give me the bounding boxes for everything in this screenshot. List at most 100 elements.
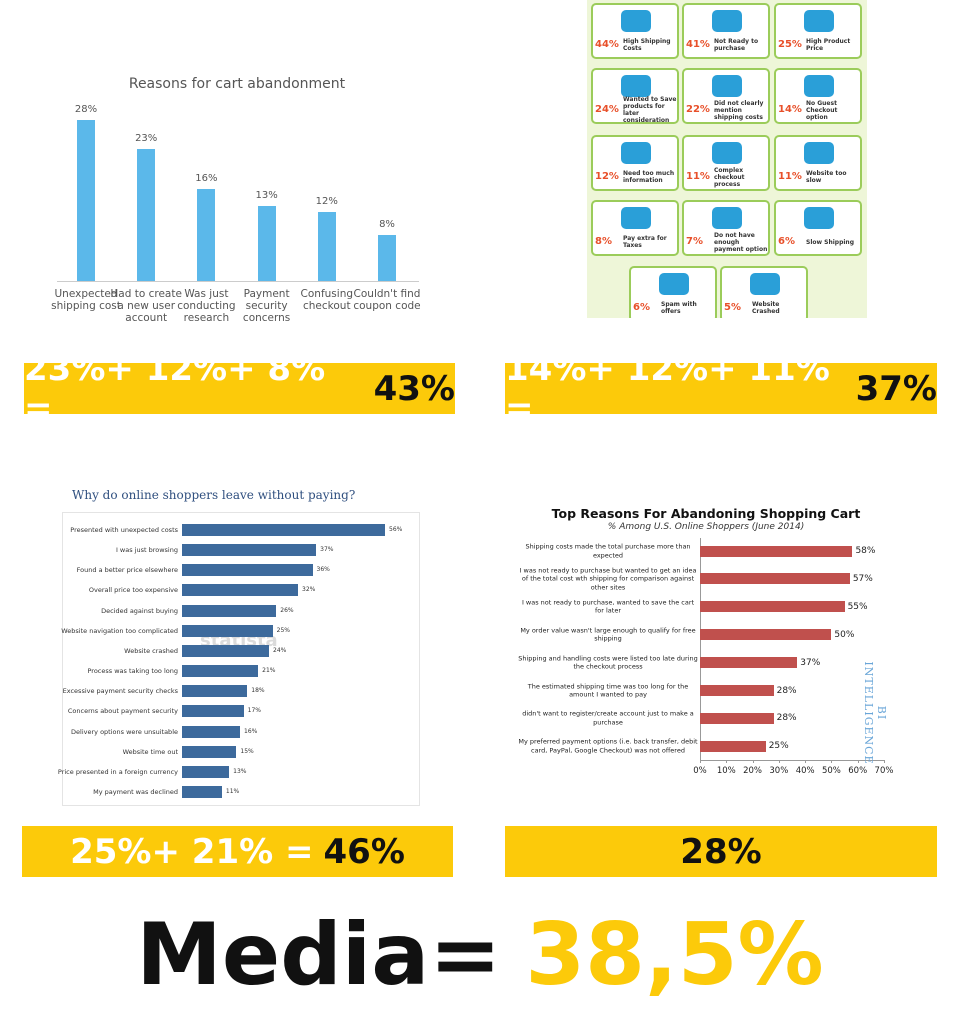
y-tick-label: Process was taking too long: [87, 667, 179, 676]
tile-label: Complex checkout process: [714, 166, 745, 188]
bar: [182, 524, 385, 536]
tile-value: 5%: [724, 302, 741, 313]
value-label: 26%: [280, 606, 294, 614]
y-tick-label: I was not ready to purchase but wanted t…: [519, 566, 697, 592]
formula-result: 37%: [855, 368, 937, 409]
bar: [182, 745, 237, 758]
formula-result: 43%: [373, 368, 455, 409]
chart-title: Top Reasons For Abandoning Shopping Cart: [551, 506, 861, 521]
tile-value: 41%: [686, 39, 710, 50]
value-label: 12%: [315, 196, 338, 207]
bar: [182, 665, 259, 678]
x-tick-label: Was just conducting research: [177, 288, 236, 324]
icon: [804, 75, 834, 97]
tile-label: No Guest Checkout option: [806, 99, 838, 121]
tick-mark: [884, 760, 885, 763]
tile: 11% Complex checkout process: [682, 135, 770, 191]
tile-value: 11%: [778, 171, 802, 182]
formula-box: 28%: [505, 826, 937, 877]
y-tick-label: Concerns about payment security: [67, 707, 178, 716]
value-label: 18%: [251, 687, 265, 695]
value-label: 56%: [389, 526, 403, 533]
icon: [712, 75, 742, 97]
tile: 11% Website too slow: [774, 135, 862, 191]
value-label: 28%: [776, 685, 797, 696]
tile-label: Did not clearly mention shipping costs: [714, 99, 764, 121]
bar: [700, 545, 853, 557]
tile: 41% Not Ready to purchase: [682, 3, 770, 59]
bar: [182, 785, 222, 798]
value-label: 57%: [852, 573, 873, 584]
x-tick-label: 40%: [795, 766, 815, 776]
value-label: 13%: [255, 190, 278, 202]
y-tick-label: My payment was declined: [93, 787, 178, 796]
bar: [182, 705, 244, 718]
y-tick-label: Decided against buying: [101, 606, 178, 615]
bar: [317, 212, 336, 281]
y-tick-label: Website navigation too complicated: [61, 626, 178, 635]
tile-label: High Shipping Costs: [623, 38, 671, 52]
summary: Media= 38,5%: [0, 900, 960, 1010]
axis-line: [700, 538, 701, 760]
value-label: 37%: [800, 657, 821, 668]
tile: 12% Need too much information: [591, 135, 679, 191]
bar: [700, 629, 832, 641]
bar: [182, 624, 273, 637]
value-label: 13%: [233, 767, 247, 775]
value-label: 8%: [379, 219, 395, 230]
x-tick-label: Had to create a new user account: [110, 288, 182, 324]
y-tick-label: Excessive payment security checks: [62, 687, 178, 696]
value-label: 32%: [302, 586, 316, 594]
formula-box: 25%+ 21% = 46%: [22, 826, 453, 877]
bar: [182, 604, 277, 617]
tile: 7% Do not have enough payment option: [682, 200, 770, 256]
tile: 44% High Shipping Costs: [591, 3, 679, 59]
tick-mark: [831, 760, 833, 763]
tile-value: 11%: [686, 171, 710, 182]
tile: 6% Slow Shipping: [774, 200, 862, 256]
axis-line: [57, 281, 419, 282]
icon: [712, 10, 742, 32]
tile-value: 44%: [595, 39, 619, 50]
icon: [659, 273, 689, 295]
y-tick-label: I was not ready to purchase, wanted to s…: [521, 598, 695, 615]
tile-value: 6%: [778, 236, 795, 247]
tile-label: High Product Price: [806, 38, 851, 52]
chart-title: Reasons for cart abandonment: [128, 76, 346, 92]
tile: 14% No Guest Checkout option: [774, 68, 862, 124]
value-label: 17%: [247, 707, 261, 715]
tile: 24% Wanted to Save products for later con…: [591, 68, 679, 124]
tile: 6% Spam with offers: [629, 266, 717, 318]
y-tick-label: Found a better price elsewhere: [76, 566, 178, 575]
bar: [700, 685, 774, 696]
frame: [62, 512, 420, 806]
y-tick-label: My preferred payment options (i.e. back …: [518, 737, 698, 755]
x-tick-label: 10%: [716, 766, 736, 776]
x-tick-label: Payment security concerns: [242, 288, 291, 324]
x-tick-label: 20%: [743, 766, 763, 776]
y-tick-label: didn't want to register/create account j…: [522, 709, 694, 727]
y-tick-label: The estimated shipping time was too long…: [527, 682, 689, 699]
tick-mark: [805, 760, 807, 763]
bar: [700, 573, 850, 585]
formula-box: 23%+ 12%+ 8% = 43%: [24, 349, 455, 429]
summary-label: Media=: [136, 905, 502, 1005]
bar: [137, 148, 156, 281]
tick-mark: [726, 760, 728, 763]
x-tick-label: 0%: [693, 766, 707, 776]
tile: 25% High Product Price: [774, 3, 862, 59]
x-tick-label: 60%: [848, 766, 868, 776]
summary-value: 38,5%: [525, 905, 824, 1005]
tile: 8% Pay extra for Taxes: [591, 200, 679, 256]
bar: [77, 120, 95, 281]
bar: [197, 189, 216, 281]
y-tick-label: I was just browsing: [115, 546, 178, 555]
tile-value: 22%: [686, 104, 710, 115]
value-label: 24%: [273, 646, 287, 654]
icon: [621, 142, 651, 164]
formula-result: 28%: [680, 831, 762, 872]
y-tick-label: Price presented in a foreign currency: [57, 767, 178, 776]
icon: [712, 142, 742, 164]
bar: [182, 544, 317, 557]
tile-value: 8%: [595, 236, 612, 247]
